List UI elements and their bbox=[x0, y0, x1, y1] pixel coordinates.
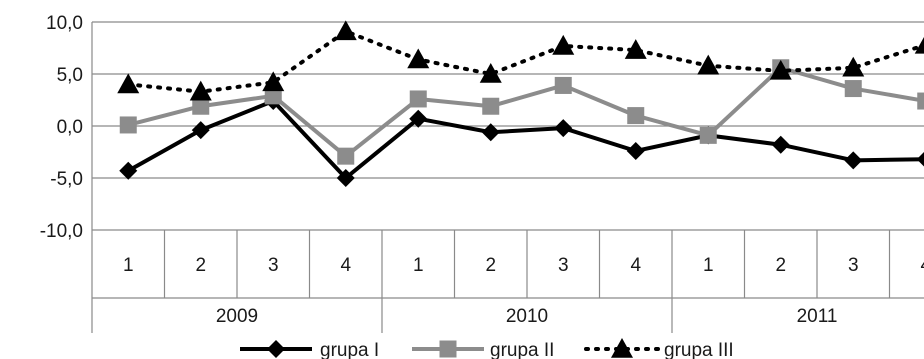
x-group-label: 2010 bbox=[506, 306, 548, 327]
legend: grupa I grupa II grupa III bbox=[240, 338, 734, 359]
grupa-iii-point bbox=[117, 73, 140, 94]
legend-entry-label: grupa III bbox=[664, 340, 734, 359]
grupa-i-point bbox=[771, 135, 790, 154]
grupa-i-line bbox=[127, 99, 924, 180]
grupa-i-point bbox=[409, 109, 428, 128]
grupa-i-legend-marker bbox=[267, 340, 285, 358]
plot-area bbox=[117, 20, 924, 187]
x-tick-label: 1 bbox=[703, 255, 714, 276]
grupa-ii-line bbox=[127, 65, 924, 159]
x-tick-label: 1 bbox=[413, 255, 424, 276]
grupa-ii-point bbox=[554, 76, 572, 94]
grupa-i-point bbox=[916, 152, 924, 167]
grupa-i-point bbox=[336, 169, 355, 187]
x-tick-label: 4 bbox=[340, 255, 351, 276]
y-tick-label: -5,0 bbox=[50, 169, 83, 190]
grupa-iii-legend-marker bbox=[611, 338, 633, 358]
x-tick-label: 2 bbox=[195, 255, 206, 276]
grid-lines bbox=[92, 21, 924, 231]
grupa-iii-point bbox=[334, 20, 357, 41]
grupa-ii-point bbox=[337, 147, 355, 165]
grupa-i-point bbox=[844, 151, 863, 170]
grupa-iii-point bbox=[189, 80, 212, 101]
grupa-i-point bbox=[626, 141, 645, 160]
grupa-i-point bbox=[481, 123, 500, 142]
x-tick-label: 2 bbox=[485, 255, 496, 276]
x-tick-label: 4 bbox=[630, 255, 641, 276]
y-tick-label: -10,0 bbox=[40, 221, 83, 242]
grupa-iii-point bbox=[407, 48, 430, 69]
y-tick-label: 5,0 bbox=[57, 65, 83, 86]
x-tick-label: 3 bbox=[268, 255, 279, 276]
grupa-ii-legend-marker bbox=[439, 340, 457, 358]
grupa-ii-point bbox=[699, 126, 717, 144]
grupa-iii-point bbox=[914, 37, 924, 54]
grupa-iii-point bbox=[262, 71, 285, 92]
grupa-ii-point bbox=[409, 90, 427, 108]
grupa-ii-point bbox=[482, 97, 500, 115]
x-tick-label: 2 bbox=[775, 255, 786, 276]
grupa-iii-point bbox=[697, 54, 720, 75]
x-group-label: 2009 bbox=[216, 306, 258, 327]
grupa-iii-line bbox=[126, 29, 924, 94]
grupa-iii-point bbox=[842, 56, 865, 77]
grupa-ii-point bbox=[917, 92, 924, 110]
grupa-ii-point bbox=[627, 107, 645, 125]
x-tick-label: 3 bbox=[848, 255, 859, 276]
x-tick-label: 3 bbox=[558, 255, 569, 276]
grupa-ii-point bbox=[844, 80, 862, 98]
grupa-iii-point bbox=[552, 34, 575, 55]
x-tick-label: 1 bbox=[123, 255, 134, 276]
x-group-label: 2011 bbox=[797, 306, 838, 327]
x-tick-label: 4 bbox=[920, 255, 924, 276]
grupa-ii-point bbox=[192, 97, 210, 115]
grupa-ii-point bbox=[264, 87, 282, 105]
grupa-i-point bbox=[191, 121, 210, 140]
legend-entry-label: grupa I bbox=[320, 340, 379, 359]
legend-entry-label: grupa II bbox=[490, 340, 554, 359]
grupa-iii-point bbox=[769, 59, 792, 80]
x-axis: 1 2 3 4 2009 1 2 3 4 2010 1 2 3 4 2011 bbox=[92, 230, 924, 333]
grupa-i-point bbox=[554, 119, 573, 138]
y-tick-label: 10,0 bbox=[46, 13, 83, 34]
grupa-ii-point bbox=[119, 116, 137, 134]
grupa-iii-point bbox=[624, 39, 647, 59]
y-tick-label: 0,0 bbox=[57, 117, 83, 138]
grupa-i-point bbox=[119, 161, 138, 180]
y-axis: 10,0 5,0 0,0 -5,0 -10,0 bbox=[40, 13, 93, 333]
grupa-iii-point bbox=[479, 63, 502, 83]
